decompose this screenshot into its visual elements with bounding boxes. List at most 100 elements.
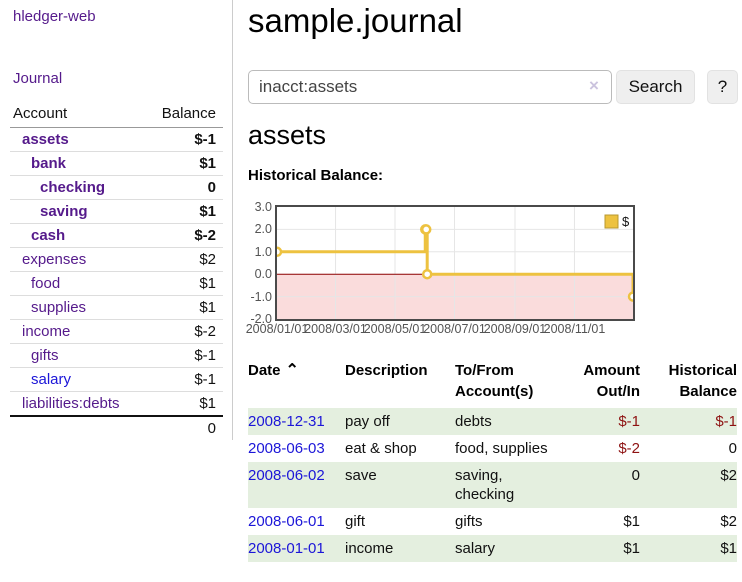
account-balance: $2: [144, 247, 223, 272]
transaction-accounts: salary: [455, 540, 496, 557]
description-column-header: Description: [345, 362, 428, 379]
account-balance: $-2: [144, 223, 223, 248]
accounts-total-value: 0: [144, 415, 223, 440]
sidebar: hledger-web Journal Account Balance asse…: [0, 0, 233, 440]
legend-label: $: [622, 214, 630, 229]
account-balance: $-2: [144, 319, 223, 344]
y-axis-tick-label: 0.0: [254, 267, 272, 282]
sidebar-account-link[interactable]: checking: [40, 179, 106, 196]
register-table: Date ⌃ Description To/From Account(s) Amo…: [248, 358, 737, 562]
account-balance: $-1: [144, 343, 223, 368]
y-axis-tick-label: -2.0: [250, 312, 272, 326]
chart-x-axis: 2008/01/01 2008/03/01 2008/05/01 2008/07/01…: [245, 322, 742, 338]
account-balance: $1: [144, 391, 223, 417]
chart-title: Historical Balance:: [248, 167, 384, 184]
account-row: cash $-2: [10, 223, 223, 248]
sidebar-account-link[interactable]: saving: [40, 203, 88, 220]
register-header-row: Date ⌃ Description To/From Account(s) Amo…: [248, 358, 737, 408]
transaction-accounts: debts: [455, 413, 492, 430]
transaction-accounts: saving, checking: [455, 467, 515, 503]
sidebar-account-link[interactable]: bank: [31, 155, 67, 172]
sidebar-account-link[interactable]: cash: [31, 227, 66, 244]
sidebar-account-link[interactable]: assets: [22, 131, 69, 148]
account-row: liabilities:debts $1: [10, 391, 223, 417]
transaction-description: save: [345, 467, 377, 484]
y-axis-tick-label: 1.0: [254, 244, 272, 259]
accounts-table: Account Balance assets $-1 bank $1 checking 0…: [10, 103, 223, 440]
data-point-marker: [420, 224, 432, 235]
account-row: assets $-1: [10, 127, 223, 152]
sidebar-account-link[interactable]: supplies: [31, 299, 87, 316]
transaction-balance: 0: [728, 440, 737, 457]
historical-balance-chart: $: [275, 205, 635, 321]
account-row: checking 0: [10, 175, 223, 200]
y-axis-tick-label: 3.0: [254, 200, 272, 214]
transaction-row: 2008-01-01 income salary $1 $1: [248, 535, 737, 562]
transaction-balance: $-1: [715, 413, 737, 430]
accounts-total-spacer: [10, 415, 145, 440]
transaction-accounts: gifts: [455, 513, 483, 530]
transaction-row: 2008-06-01 gift gifts $1 $2: [248, 508, 737, 535]
account-balance: $1: [144, 199, 223, 224]
transaction-date-link[interactable]: 2008-12-31: [248, 413, 325, 430]
search-form: × Search ?: [248, 70, 738, 104]
transaction-balance: $2: [720, 467, 737, 484]
x-axis-tick-label: 2008/09/01: [483, 322, 547, 336]
transaction-date-link[interactable]: 2008-01-01: [248, 540, 325, 557]
accounts-table-body: assets $-1 bank $1 checking 0 saving $1 cash $-2 e…: [10, 127, 223, 417]
date-column-header[interactable]: Date ⌃: [248, 362, 299, 379]
transaction-description: income: [345, 540, 394, 557]
transaction-date-link[interactable]: 2008-06-02: [248, 467, 325, 484]
x-axis-tick-label: 2008/01/01: [245, 322, 309, 336]
help-button[interactable]: ?: [707, 70, 738, 104]
account-balance: $1: [144, 295, 223, 320]
transaction-description: eat & shop: [345, 440, 417, 457]
sidebar-account-link[interactable]: income: [22, 323, 71, 340]
sidebar-account-link[interactable]: expenses: [22, 251, 87, 268]
transaction-description: pay off: [345, 413, 390, 430]
transaction-date-link[interactable]: 2008-06-01: [248, 513, 325, 530]
account-balance: $1: [144, 271, 223, 296]
account-row: expenses $2: [10, 247, 223, 272]
register-table-body: 2008-12-31 pay off debts $-1 $-1 2008-06-03 ea…: [248, 408, 737, 562]
sidebar-account-link[interactable]: food: [31, 275, 61, 292]
balance-column-header: Balance: [144, 103, 223, 128]
account-balance: $-1: [144, 127, 223, 152]
account-row: income $-2: [10, 319, 223, 344]
account-row: supplies $1: [10, 295, 223, 320]
search-input[interactable]: [248, 70, 612, 104]
sidebar-account-link[interactable]: gifts: [31, 347, 59, 364]
transaction-accounts: food, supplies: [455, 440, 548, 457]
account-row: bank $1: [10, 151, 223, 176]
account-column-header: Account: [10, 103, 145, 128]
sidebar-item-journal[interactable]: Journal: [13, 70, 63, 87]
transaction-date-link[interactable]: 2008-06-03: [248, 440, 325, 457]
account-balance: $-1: [144, 367, 223, 392]
transaction-amount: $1: [623, 540, 640, 557]
accounts-column-header: To/From Account(s): [455, 362, 534, 400]
account-balance: $1: [144, 151, 223, 176]
account-row: gifts $-1: [10, 343, 223, 368]
account-row: saving $1: [10, 199, 223, 224]
sidebar-account-link[interactable]: liabilities:debts: [22, 395, 120, 412]
transaction-amount: $1: [623, 513, 640, 530]
account-balance: 0: [144, 175, 223, 200]
data-point-marker: [421, 268, 433, 280]
clear-search-icon[interactable]: ×: [589, 76, 599, 95]
account-row: salary $-1: [10, 367, 223, 392]
transaction-row: 2008-06-03 eat & shop food, supplies $-2 0: [248, 435, 737, 462]
transaction-amount: $-1: [618, 413, 640, 430]
x-axis-tick-label: 2008/07/01: [423, 322, 486, 336]
legend-swatch: [604, 214, 619, 229]
transaction-amount: 0: [631, 467, 640, 484]
sidebar-account-link[interactable]: salary: [31, 371, 72, 388]
x-axis-tick-label: 2008/03/01: [304, 322, 367, 336]
page-title: sample.journal: [248, 2, 463, 39]
transaction-row: 2008-06-02 save saving, checking 0 $2: [248, 462, 737, 508]
amount-column-header: Amount Out/In: [583, 362, 640, 400]
hist-balance-column-header: Historical Balance: [668, 362, 737, 400]
transaction-row: 2008-12-31 pay off debts $-1 $-1: [248, 408, 737, 435]
search-button[interactable]: Search: [616, 70, 695, 104]
app-home-link[interactable]: hledger-web: [13, 8, 96, 25]
